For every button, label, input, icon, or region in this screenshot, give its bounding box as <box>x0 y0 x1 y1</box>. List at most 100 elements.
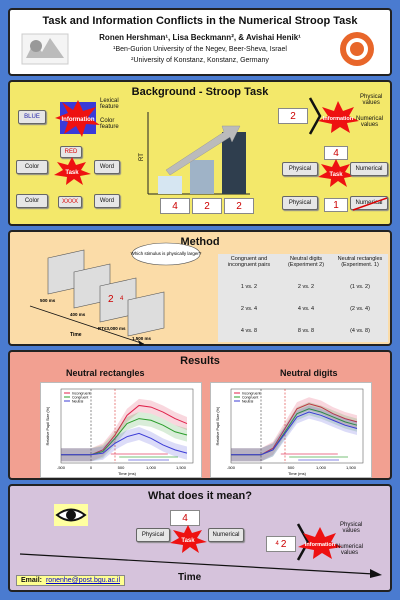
screen-iti <box>127 291 165 337</box>
time-label-3: RT≤3,000 ms <box>98 326 126 331</box>
affiliation-2: ²University of Konstanz, Konstanz, Germa… <box>131 57 269 64</box>
email-link[interactable]: ronenhe@post.bgu.ac.il <box>45 577 121 584</box>
background-panel: Background - Stroop Task BLUE Informatio… <box>8 80 392 226</box>
email-label: Email: <box>21 577 43 584</box>
series-band <box>61 398 187 462</box>
numerical-box-crossed-label: Numerical <box>355 200 383 206</box>
rt-card-1-text: 4 <box>172 200 178 212</box>
time-label-2: 400 ms <box>70 312 86 317</box>
card-one-text: 1 <box>333 199 339 211</box>
bar-2 <box>190 160 214 194</box>
meaning-info-star: Information <box>298 527 342 559</box>
series-line <box>231 411 358 456</box>
table-cell: (4 vs. 8) <box>350 328 370 334</box>
meaning-card-text: 4 <box>182 512 188 524</box>
meaning-numerical-values: Numerical values <box>336 544 364 556</box>
physical-box: Physical <box>282 162 318 176</box>
x-tick-label: 1,000 <box>146 465 157 470</box>
number-pair-text: 2 <box>290 110 296 122</box>
legend-label: Neutral <box>242 399 254 403</box>
number-pair-card: 2 <box>278 108 308 124</box>
meaning-time-arrow <box>19 553 382 578</box>
plot-area <box>60 388 194 464</box>
task-star-2: Task <box>318 159 355 187</box>
authors: Ronen Hershman¹, Lisa Beckmann², & Avish… <box>99 33 301 42</box>
series-band <box>61 412 187 462</box>
meaning-task-label: Task <box>181 538 195 544</box>
table-header-1: Congruent and incongruent pairs <box>227 256 271 268</box>
meaning-physical-box: Physical <box>136 528 170 542</box>
meaning-num-right: 2 <box>280 538 287 550</box>
rt-card-2-text: 2 <box>204 200 210 212</box>
information-star-label: Information <box>62 117 95 123</box>
lexical-feature-label: Lexical feature <box>100 98 119 110</box>
table-row: 4 vs. 8 8 vs. 8 (4 vs. 8) <box>218 320 388 342</box>
series-line <box>61 432 188 456</box>
task-star: Task <box>54 157 91 185</box>
bgu-logo <box>21 33 69 65</box>
bracket-symbol <box>308 97 322 135</box>
y-axis-label: Relative Pupil Size (%) <box>216 406 220 445</box>
legend-label: Congruent <box>242 395 258 399</box>
rt-card-3-text: 2 <box>236 200 242 212</box>
x-tick-label: 1,000 <box>316 465 327 470</box>
plot-area <box>230 388 364 464</box>
chart-left-frame: -500 0 500 1,000 1,500 Time (ms) Relative Pupi… <box>40 382 202 478</box>
results-title: Results <box>180 355 220 367</box>
table-cell: (2 vs. 4) <box>350 306 370 312</box>
bubble-text: Which stimulus is physically larger? <box>131 251 202 256</box>
color-feature-label: Color feature <box>100 118 119 130</box>
meaning-card: 4 <box>170 510 200 526</box>
table-cell: 4 vs. 4 <box>297 306 315 312</box>
rt-bar-illustration: RT <box>139 112 250 195</box>
results-subtitle-right: Neutral digits <box>280 368 338 378</box>
numerical-box-crossed: Numerical <box>350 196 388 211</box>
color-box: Color <box>16 160 48 174</box>
series-band <box>231 405 357 462</box>
header-panel: Task and Information Conflicts in the Nu… <box>8 8 392 76</box>
method-panel: Method 2 4 Which stimulus is physically … <box>8 230 392 346</box>
series-band <box>61 426 187 462</box>
question-bubble <box>131 242 201 266</box>
x-axis-label: Time (ms) <box>118 471 137 476</box>
x-tick-label: 0 <box>260 465 263 470</box>
meaning-physical-values: Physical values <box>340 522 363 534</box>
bar-1 <box>158 176 182 194</box>
x-tick-label: 1,500 <box>346 465 357 470</box>
meaning-time-label: Time <box>178 572 202 583</box>
x-tick-label: 0 <box>90 465 93 470</box>
information-star-2-label: Information <box>323 116 354 122</box>
blue-word-box: BLUE <box>18 110 46 124</box>
x-tick-label: 1,500 <box>176 465 187 470</box>
word-box-2: Word <box>94 194 120 208</box>
table-cell: 2 vs. 2 <box>297 284 315 290</box>
time-arrowhead <box>138 340 144 346</box>
chart-neutral-rectangles: -500 0 500 1,000 1,500 Time (ms) Relative Pupi… <box>46 388 194 476</box>
results-panel: Results Neutral rectangles Neutral digit… <box>8 350 392 480</box>
meaning-bracket <box>296 523 310 561</box>
eye-icon <box>54 504 88 526</box>
card-one: 1 <box>324 198 348 212</box>
table-cell: 2 vs. 4 <box>240 306 258 312</box>
chart-neutral-digits: -500 0 500 1,000 1,500 Time (ms) Relative Pupi… <box>216 388 364 476</box>
meaning-numerical-box: Numerical <box>208 528 244 542</box>
physical-box-2: Physical <box>282 196 318 210</box>
meaning-task-star: Task <box>170 525 207 553</box>
color-box-2: Color <box>16 194 48 208</box>
table-row: 2 vs. 4 4 vs. 4 (2 vs. 4) <box>218 298 388 320</box>
rt-card-1: 4 <box>160 198 190 214</box>
word-box: Word <box>94 160 120 174</box>
affiliation-1: ¹Ben-Gurion University of the Negev, Bee… <box>113 46 287 53</box>
background-title: Background - Stroop Task <box>131 86 269 98</box>
strike-line <box>352 197 388 211</box>
legend-label: Congruent <box>72 395 88 399</box>
series-band <box>231 397 357 462</box>
conditions-table: Congruent and incongruent pairs Neutral … <box>218 254 388 342</box>
table-row: 1 vs. 2 2 vs. 2 (1 vs. 2) <box>218 276 388 298</box>
results-subtitle-left: Neutral rectangles <box>66 368 145 378</box>
meaning-num-card: 4 2 <box>266 536 296 552</box>
rt-card-2: 2 <box>192 198 222 214</box>
meaning-panel: What does it mean? 4 Physical Task Numer… <box>8 484 392 592</box>
info-num-card: 4 <box>324 146 348 160</box>
method-title: Method <box>180 236 220 248</box>
